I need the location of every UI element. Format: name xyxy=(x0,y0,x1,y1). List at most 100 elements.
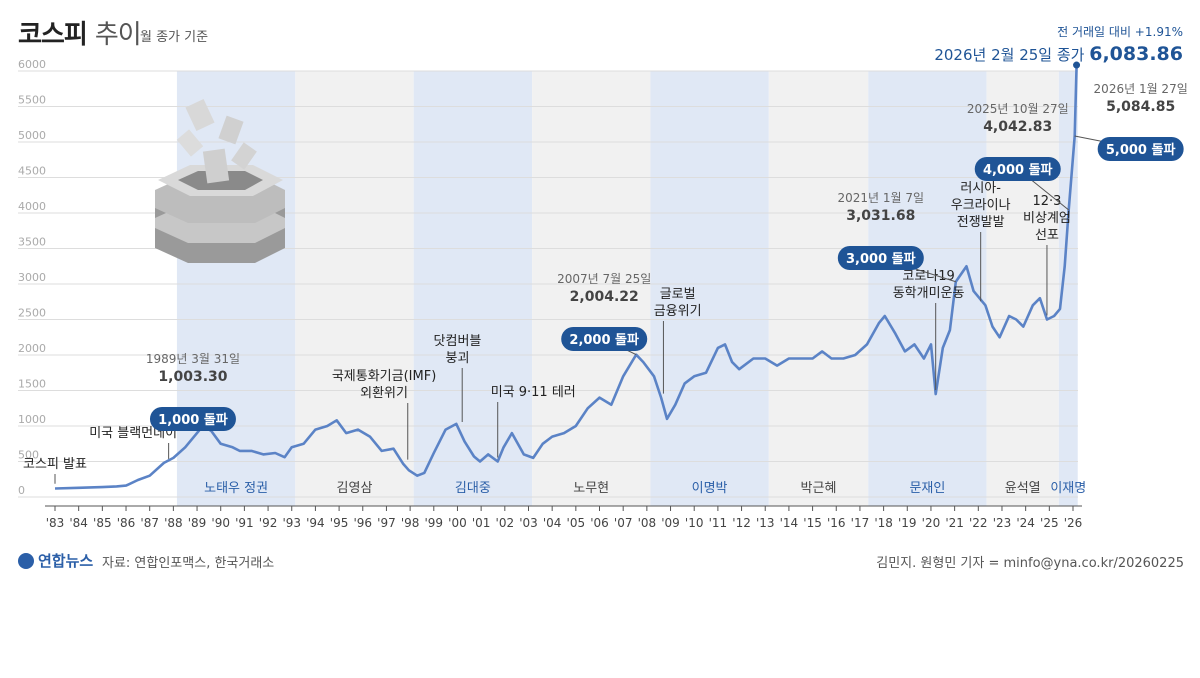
x-tick-label: '21 xyxy=(945,516,964,530)
x-tick-label: '92 xyxy=(259,516,278,530)
event-label: 선포 xyxy=(1035,228,1059,243)
era-label: 김대중 xyxy=(455,481,491,496)
x-tick-label: '25 xyxy=(1040,516,1059,530)
x-tick-label: '20 xyxy=(922,516,941,530)
event-label: 미국 블랙먼데이 xyxy=(89,426,177,441)
era-label: 윤석열 xyxy=(1005,481,1041,496)
x-tick-label: '02 xyxy=(496,516,515,530)
x-tick-label: '14 xyxy=(780,516,799,530)
milestone-badge xyxy=(974,157,1061,181)
x-tick-label: '99 xyxy=(425,516,444,530)
credit-note: 김민지. 원형민 기자 = minfo@yna.co.kr/20260225 xyxy=(876,556,1184,571)
x-tick-label: '96 xyxy=(353,516,372,530)
milestone-badge-text: 5,000 돌파 xyxy=(1106,143,1176,158)
x-tick-label: '94 xyxy=(306,516,325,530)
milestone-badge xyxy=(837,246,924,270)
era-band xyxy=(1058,71,1078,506)
x-tick-label: '16 xyxy=(827,516,846,530)
x-tick-label: '01 xyxy=(472,516,491,530)
event-label: 닷컴버블 xyxy=(434,334,482,349)
illustration-shape xyxy=(218,115,244,145)
ballot-box-illustration xyxy=(155,98,285,263)
y-tick-label: 2500 xyxy=(18,307,46,320)
x-tick-label: '15 xyxy=(803,516,822,530)
x-tick-label: '91 xyxy=(235,516,254,530)
latest-value: 6,083.86 xyxy=(1089,43,1183,65)
y-tick-label: 3000 xyxy=(18,271,46,284)
milestone-badge xyxy=(1097,137,1184,161)
event-label: 금융위기 xyxy=(654,304,702,319)
event-label: 코로나19 xyxy=(902,269,954,284)
x-tick-label: '85 xyxy=(93,516,112,530)
kospi-line xyxy=(54,64,1078,490)
x-tick-label: '06 xyxy=(590,516,609,530)
x-tick-label: '93 xyxy=(282,516,301,530)
x-tick-label: '03 xyxy=(519,516,538,530)
milestone-date: 2021년 1월 7일 xyxy=(838,191,925,205)
milestone-date: 2026년 1월 27일 xyxy=(1094,82,1188,96)
x-tick-label: '83 xyxy=(46,516,65,530)
x-tick-label: '11 xyxy=(709,516,728,530)
x-tick-label: '04 xyxy=(543,516,562,530)
event-label: 12·3 xyxy=(1032,194,1061,209)
illustration-shape xyxy=(202,148,230,184)
milestone-date: 1989년 3월 31일 xyxy=(146,352,240,366)
y-tick-label: 4000 xyxy=(18,200,46,213)
era-band xyxy=(986,71,1059,506)
era-label: 이명박 xyxy=(692,481,728,496)
x-tick-label: '87 xyxy=(140,516,159,530)
milestone-badge xyxy=(561,327,648,351)
milestone-badge-text: 4,000 돌파 xyxy=(983,163,1053,178)
x-tick-label: '26 xyxy=(1064,516,1083,530)
y-tick-label: 3500 xyxy=(18,236,46,249)
milestone-badge-text: 1,000 돌파 xyxy=(158,413,228,428)
event-label: 러시아- xyxy=(960,181,1001,196)
era-label: 박근혜 xyxy=(801,481,837,496)
milestone-value: 4,042.83 xyxy=(983,119,1052,135)
x-tick-label: '89 xyxy=(188,516,207,530)
y-tick-label: 4500 xyxy=(18,165,46,178)
era-band xyxy=(650,71,769,506)
era-band xyxy=(868,71,987,506)
x-tick-label: '18 xyxy=(874,516,893,530)
x-tick-label: '88 xyxy=(164,516,183,530)
yonhap-logo: 연합뉴스 xyxy=(18,550,93,571)
milestone-badge-text: 2,000 돌파 xyxy=(569,333,639,348)
event-label: 미국 9·11 테러 xyxy=(491,385,576,400)
milestone-badge-text: 3,000 돌파 xyxy=(846,252,916,267)
milestone-value: 5,084.85 xyxy=(1106,99,1175,115)
era-band xyxy=(295,71,414,506)
event-label: 동학개미운동 xyxy=(893,286,965,301)
y-tick-label: 6000 xyxy=(18,58,46,71)
latest-change: 전 거래일 대비 +1.91% xyxy=(1057,25,1183,39)
y-tick-label: 1500 xyxy=(18,378,46,391)
era-label: 노무현 xyxy=(573,481,609,496)
y-tick-label: 1000 xyxy=(18,413,46,426)
x-tick-label: '08 xyxy=(638,516,657,530)
event-label: 우크라이나 xyxy=(951,198,1011,213)
source-note: 자료: 연합인포맥스, 한국거래소 xyxy=(102,556,275,571)
latest-label: 2026년 2월 25일 종가 6,083.86 xyxy=(934,43,1183,65)
x-tick-label: '17 xyxy=(851,516,870,530)
y-tick-label: 0 xyxy=(18,484,25,497)
illustration-shape xyxy=(185,98,215,132)
x-tick-label: '05 xyxy=(567,516,586,530)
milestone-badge xyxy=(149,407,236,431)
era-band xyxy=(768,71,869,506)
era-label: 김영삼 xyxy=(337,481,373,496)
event-label: 붕괴 xyxy=(446,351,470,366)
x-tick-label: '86 xyxy=(117,516,136,530)
latest-date: 2026년 2월 25일 종가 xyxy=(934,46,1089,64)
x-tick-label: '23 xyxy=(993,516,1012,530)
x-tick-label: '95 xyxy=(330,516,349,530)
event-label: 외환위기 xyxy=(360,386,408,401)
x-tick-label: '19 xyxy=(898,516,917,530)
milestone-value: 1,003.30 xyxy=(158,369,227,385)
event-label: 글로벌 xyxy=(660,287,696,302)
milestone-value: 2,004.22 xyxy=(570,289,639,305)
milestone-value: 3,031.68 xyxy=(846,208,915,224)
milestone-date: 2007년 7월 25일 xyxy=(557,272,651,286)
page-subtitle: 월 종가 기준 xyxy=(140,30,209,45)
event-label: 코스피 발표 xyxy=(23,457,87,472)
